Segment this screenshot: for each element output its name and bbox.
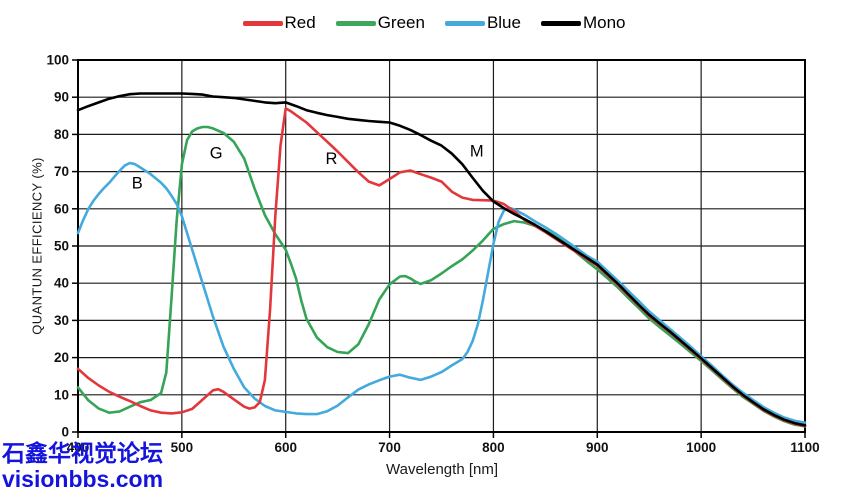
x-tick-label: 600 — [274, 440, 297, 455]
legend-item-blue: Blue — [444, 13, 521, 33]
curve-red — [76, 107, 807, 428]
y-tick-label: 0 — [61, 425, 69, 440]
curve-label-m: M — [470, 143, 484, 161]
x-tick-label: 500 — [171, 440, 194, 455]
y-tick-label: 10 — [54, 387, 69, 402]
y-tick-label: 40 — [54, 276, 69, 291]
x-tick-label: 800 — [482, 440, 505, 455]
watermark-forum-name: 石鑫华视觉论坛 — [2, 440, 163, 466]
x-tick-label: 1100 — [790, 440, 819, 455]
watermark: 石鑫华视觉论坛 visionbbs.com — [2, 440, 164, 493]
y-axis-title: QUANTUN EFFICIENCY (%) — [29, 157, 45, 335]
x-axis-title: Wavelength [nm] — [386, 461, 498, 478]
legend-label: Green — [377, 13, 425, 32]
y-tick-label: 50 — [54, 239, 69, 254]
legend-line-swatch-mono — [540, 20, 581, 26]
curve-label-r: R — [325, 150, 337, 168]
x-tick-label: 1000 — [686, 440, 716, 455]
chart-legend: Red Green Blue Mono — [0, 13, 842, 33]
curve-label-g: G — [210, 145, 223, 163]
curve-green — [76, 125, 807, 428]
legend-line-swatch-green — [335, 20, 376, 26]
legend-line-swatch-red — [242, 20, 283, 26]
legend-item-mono: Mono — [540, 13, 626, 33]
y-tick-label: 20 — [54, 350, 69, 365]
y-tick-label: 70 — [54, 164, 69, 179]
x-tick-label: 400 — [67, 440, 90, 455]
curve-mono — [76, 92, 807, 427]
y-tick-label: 30 — [54, 313, 69, 328]
x-tick-label: 900 — [586, 440, 609, 455]
legend-label: Blue — [486, 13, 521, 32]
x-tick-label: 700 — [378, 440, 401, 455]
legend-item-red: Red — [242, 13, 316, 33]
y-tick-label: 60 — [54, 201, 69, 216]
y-tick-label: 90 — [54, 90, 69, 105]
legend-label: Red — [284, 13, 316, 32]
y-tick-label: 80 — [54, 127, 69, 142]
legend-item-green: Green — [335, 13, 425, 33]
curve-label-b: B — [132, 174, 143, 192]
legend-line-swatch-blue — [444, 20, 485, 26]
plot-border — [77, 59, 806, 433]
legend-label: Mono — [582, 13, 626, 32]
watermark-site-url: visionbbs.com — [2, 465, 164, 492]
curve-blue — [76, 161, 807, 425]
y-tick-label: 100 — [46, 53, 69, 68]
